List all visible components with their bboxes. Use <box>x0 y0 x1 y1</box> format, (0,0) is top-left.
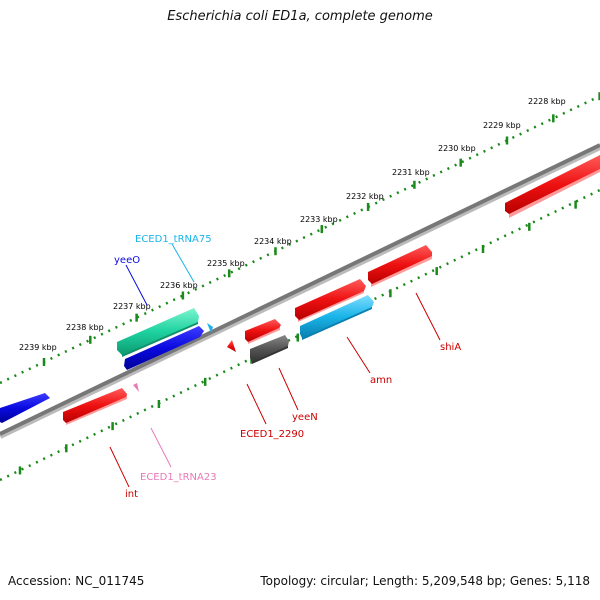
gene-feature-red[interactable] <box>245 319 281 342</box>
gene-label-int[interactable]: int <box>125 489 138 500</box>
gene-feature-trna-arrow[interactable] <box>207 323 213 333</box>
gene-feature-blue[interactable] <box>124 326 204 370</box>
accession-text: Accession: NC_011745 <box>8 574 145 588</box>
genome-backbone <box>0 143 600 436</box>
tick-label: 2230 kbp <box>438 144 476 153</box>
tick-labels: 2228 kbp 2229 kbp 2230 kbp 2231 kbp 2232… <box>19 97 566 352</box>
connector-line <box>171 243 195 283</box>
gene-feature-red[interactable] <box>505 155 600 214</box>
gene-feature-blue[interactable] <box>0 393 50 423</box>
tick-label: 2238 kbp <box>66 323 104 332</box>
tick-label: 2237 kbp <box>113 302 151 311</box>
map-title: Escherichia coli ED1a, complete genome <box>167 9 433 24</box>
gene-feature-red[interactable] <box>63 388 127 423</box>
gene-label-amn[interactable]: amn <box>370 375 392 386</box>
gene-label-eced1-2290[interactable]: ECED1_2290 <box>240 429 304 440</box>
tick-label: 2231 kbp <box>392 168 430 177</box>
gene-label-shia[interactable]: shiA <box>440 342 461 353</box>
gene-label-eced1-trna75[interactable]: ECED1_tRNA75 <box>135 234 212 245</box>
tick-label: 2229 kbp <box>483 121 521 130</box>
connector-line <box>246 383 267 425</box>
gene-labels: ECED1_tRNA75 yeeO shiA amn yeeN ECED1_22… <box>114 234 461 500</box>
connector-line <box>150 427 172 468</box>
connector-line <box>415 292 441 341</box>
tick-label: 2235 kbp <box>207 259 245 268</box>
tick-label: 2239 kbp <box>19 343 57 352</box>
gene-feature-trna[interactable] <box>117 308 199 355</box>
connector-line <box>346 336 371 374</box>
gene-label-eced1-trna23[interactable]: ECED1_tRNA23 <box>140 472 217 483</box>
label-connectors <box>109 243 441 488</box>
tick-label: 2228 kbp <box>528 97 566 106</box>
gene-features <box>0 155 600 425</box>
gene-label-yeeo[interactable]: yeeO <box>114 255 140 266</box>
tick-label: 2232 kbp <box>346 192 384 201</box>
tick-label: 2236 kbp <box>160 281 198 290</box>
genome-summary-text: Topology: circular; Length: 5,209,548 bp… <box>260 574 590 588</box>
connector-line <box>125 264 148 306</box>
gene-feature-red-small[interactable] <box>227 340 236 352</box>
tick-label: 2234 kbp <box>254 237 292 246</box>
gene-feature-gray[interactable] <box>250 335 289 362</box>
connector-line <box>109 446 130 488</box>
gene-feature-red[interactable] <box>368 245 432 284</box>
gene-feature-red[interactable] <box>295 279 366 320</box>
tick-label: 2233 kbp <box>300 215 338 224</box>
gene-label-yeen[interactable]: yeeN <box>292 412 318 423</box>
connector-line <box>278 367 299 411</box>
gene-feature-trna-small[interactable] <box>133 383 139 392</box>
gene-feature-cyan[interactable] <box>300 295 374 338</box>
